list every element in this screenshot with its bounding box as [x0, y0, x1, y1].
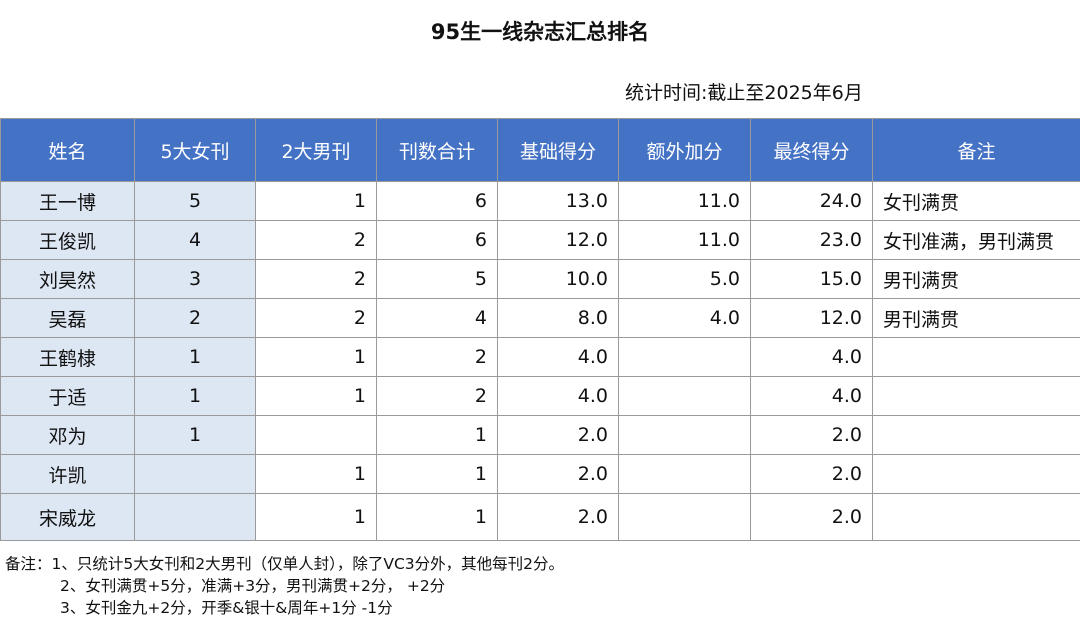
header-row: 姓名 5大女刊 2大男刊 刊数合计 基础得分 额外加分 最终得分 备注 [0, 118, 1080, 182]
cell-note [872, 493, 1080, 541]
cell-final: 15.0 [750, 259, 873, 299]
cell-base: 2.0 [497, 415, 619, 455]
cell-female: 4 [134, 220, 256, 260]
cell-extra [618, 454, 751, 494]
cell-name: 王俊凯 [0, 220, 135, 260]
stat-time: 统计时间:截止至2025年6月 [625, 82, 863, 104]
cell-female: 2 [134, 298, 256, 338]
table-row: 吴磊 2 2 4 8.0 4.0 12.0 男刊满贯 [0, 298, 1080, 338]
cell-note [872, 376, 1080, 416]
page-title: 95生一线杂志汇总排名 [430, 20, 650, 44]
cell-name: 王鹤棣 [0, 337, 135, 377]
cell-final: 4.0 [750, 376, 873, 416]
footnote-line: 备注：1、只统计5大女刊和2大男刊（仅单人封），除了VC3分外，其他每刊2分。 [5, 553, 564, 575]
cell-name: 许凯 [0, 454, 135, 494]
cell-base: 2.0 [497, 454, 619, 494]
cell-female: 1 [134, 376, 256, 416]
cell-male: 2 [255, 259, 377, 299]
cell-total: 6 [376, 181, 498, 221]
cell-extra: 5.0 [618, 259, 751, 299]
cell-total: 4 [376, 298, 498, 338]
cell-total: 2 [376, 337, 498, 377]
table-row: 刘昊然 3 2 5 10.0 5.0 15.0 男刊满贯 [0, 259, 1080, 299]
cell-total: 5 [376, 259, 498, 299]
cell-extra [618, 376, 751, 416]
table-row: 宋威龙 1 1 2.0 2.0 [0, 493, 1080, 541]
cell-final: 2.0 [750, 454, 873, 494]
cell-total: 2 [376, 376, 498, 416]
cell-note: 女刊满贯 [872, 181, 1080, 221]
cell-extra [618, 337, 751, 377]
cell-note: 女刊准满，男刊满贯 [872, 220, 1080, 260]
col-header-note: 备注 [872, 118, 1080, 182]
cell-final: 12.0 [750, 298, 873, 338]
cell-final: 2.0 [750, 415, 873, 455]
footnote-text: 1、只统计5大女刊和2大男刊（仅单人封），除了VC3分外，其他每刊2分。 [51, 555, 565, 573]
cell-note [872, 337, 1080, 377]
cell-extra [618, 415, 751, 455]
cell-male: 2 [255, 298, 377, 338]
cell-name: 宋威龙 [0, 493, 135, 541]
cell-total: 1 [376, 454, 498, 494]
cell-base: 2.0 [497, 493, 619, 541]
table-row: 于适 1 1 2 4.0 4.0 [0, 376, 1080, 416]
cell-final: 4.0 [750, 337, 873, 377]
cell-final: 2.0 [750, 493, 873, 541]
cell-female: 3 [134, 259, 256, 299]
col-header-final-score: 最终得分 [750, 118, 873, 182]
cell-extra: 11.0 [618, 181, 751, 221]
cell-note: 男刊满贯 [872, 298, 1080, 338]
col-header-total: 刊数合计 [376, 118, 498, 182]
cell-female [134, 454, 256, 494]
ranking-table: 姓名 5大女刊 2大男刊 刊数合计 基础得分 额外加分 最终得分 备注 王一博 … [0, 118, 1080, 541]
cell-base: 4.0 [497, 376, 619, 416]
cell-name: 邓为 [0, 415, 135, 455]
cell-female [134, 493, 256, 541]
cell-total: 1 [376, 493, 498, 541]
cell-base: 13.0 [497, 181, 619, 221]
cell-male: 1 [255, 337, 377, 377]
cell-note [872, 415, 1080, 455]
table-row: 王俊凯 4 2 6 12.0 11.0 23.0 女刊准满，男刊满贯 [0, 220, 1080, 260]
cell-base: 4.0 [497, 337, 619, 377]
table-row: 王一博 5 1 6 13.0 11.0 24.0 女刊满贯 [0, 181, 1080, 221]
cell-male: 1 [255, 376, 377, 416]
cell-male: 2 [255, 220, 377, 260]
cell-male: 1 [255, 454, 377, 494]
table-row: 王鹤棣 1 1 2 4.0 4.0 [0, 337, 1080, 377]
cell-female: 1 [134, 337, 256, 377]
cell-extra: 11.0 [618, 220, 751, 260]
cell-female: 1 [134, 415, 256, 455]
cell-name: 刘昊然 [0, 259, 135, 299]
footnotes: 备注：1、只统计5大女刊和2大男刊（仅单人封），除了VC3分外，其他每刊2分。 … [5, 553, 564, 619]
cell-name: 吴磊 [0, 298, 135, 338]
cell-female: 5 [134, 181, 256, 221]
cell-base: 12.0 [497, 220, 619, 260]
footnote-line: 3、女刊金九+2分，开季&银十&周年+1分 -1分 [60, 599, 393, 617]
cell-name: 王一博 [0, 181, 135, 221]
cell-extra: 4.0 [618, 298, 751, 338]
cell-note: 男刊满贯 [872, 259, 1080, 299]
cell-base: 8.0 [497, 298, 619, 338]
footnote-label: 备注： [5, 555, 52, 573]
footnote-line: 2、女刊满贯+5分，准满+3分，男刊满贯+2分， +2分 [60, 577, 446, 595]
col-header-base-score: 基础得分 [497, 118, 619, 182]
table-row: 许凯 1 1 2.0 2.0 [0, 454, 1080, 494]
cell-male: 1 [255, 181, 377, 221]
col-header-extra-score: 额外加分 [618, 118, 751, 182]
col-header-name: 姓名 [0, 118, 135, 182]
cell-note [872, 454, 1080, 494]
table-row: 邓为 1 1 2.0 2.0 [0, 415, 1080, 455]
col-header-female-mags: 5大女刊 [134, 118, 256, 182]
cell-total: 1 [376, 415, 498, 455]
cell-male: 1 [255, 493, 377, 541]
cell-male [255, 415, 377, 455]
cell-final: 23.0 [750, 220, 873, 260]
cell-final: 24.0 [750, 181, 873, 221]
cell-base: 10.0 [497, 259, 619, 299]
cell-name: 于适 [0, 376, 135, 416]
col-header-male-mags: 2大男刊 [255, 118, 377, 182]
cell-extra [618, 493, 751, 541]
cell-total: 6 [376, 220, 498, 260]
